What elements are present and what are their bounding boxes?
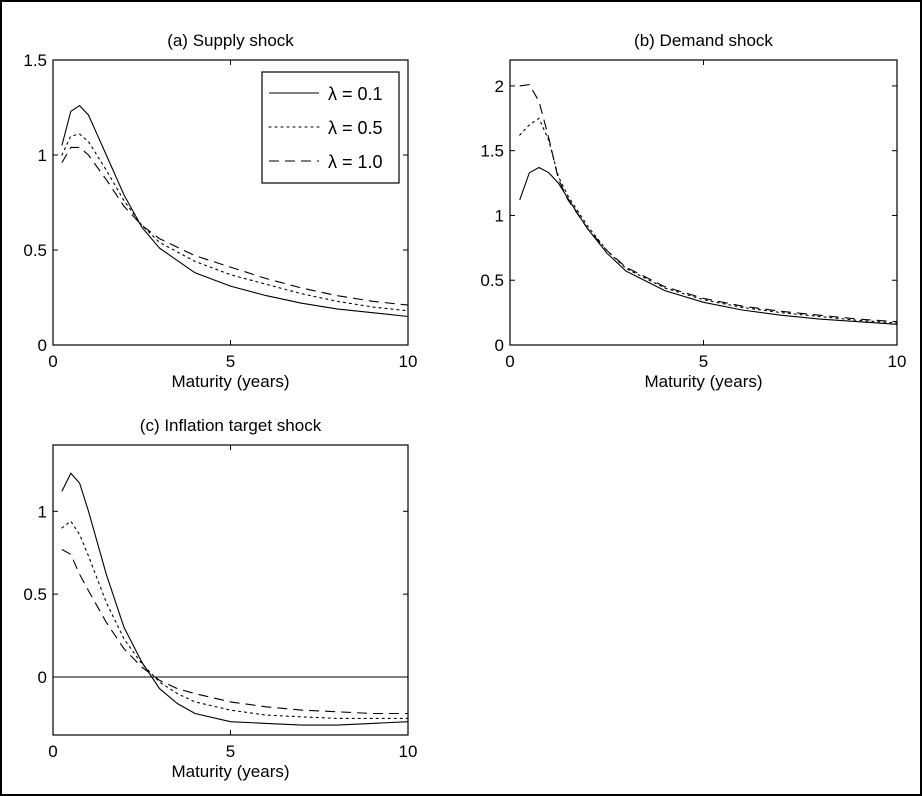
x-axis-label: Maturity (years) — [171, 762, 289, 781]
legend-label: λ = 1.0 — [328, 152, 383, 172]
legend-label: λ = 0.5 — [328, 118, 383, 138]
y-tick-label: 0.5 — [23, 585, 47, 604]
x-axis-label: Maturity (years) — [171, 372, 289, 391]
x-axis-label: Maturity (years) — [644, 372, 762, 391]
y-tick-label: 0.5 — [480, 271, 504, 290]
y-tick-label: 1 — [38, 502, 47, 521]
x-tick-label: 5 — [699, 352, 708, 371]
x-tick-label: 0 — [505, 352, 514, 371]
series-line-dotted — [61, 520, 409, 719]
chart-panel-1: (a) Supply shock 0 5 10 0 0.5 1 1.5 Maturity (ye… — [23, 31, 417, 391]
y-tick-label: 1.5 — [480, 142, 504, 161]
series-line-dashed — [61, 146, 409, 306]
chart-title: (b) Demand shock — [634, 31, 773, 50]
y-tick-label: 1 — [495, 206, 504, 225]
series-line-solid — [61, 472, 409, 726]
series-line-dotted — [519, 117, 898, 324]
chart-title: (c) Inflation target shock — [140, 416, 322, 435]
x-tick-label: 5 — [226, 742, 235, 761]
y-tick-label: 1 — [38, 146, 47, 165]
legend: λ = 0.1 λ = 0.5 λ = 1.0 — [261, 71, 400, 184]
legend-label: λ = 0.1 — [328, 84, 383, 104]
series-line-solid — [519, 166, 898, 325]
x-tick-label: 0 — [48, 352, 57, 371]
x-tick-label: 5 — [226, 352, 235, 371]
y-tick-label: 0 — [38, 336, 47, 355]
series-line-solid — [61, 104, 409, 318]
x-tick-label: 10 — [399, 352, 418, 371]
chart-title: (a) Supply shock — [167, 31, 294, 50]
series-line-dashed — [61, 548, 408, 715]
x-tick-label: 10 — [888, 352, 907, 371]
y-tick-label: 0.5 — [23, 241, 47, 260]
chart-panel-2: (b) Demand shock 0 5 10 0 0.5 1 1.5 2 Maturity (y… — [480, 31, 906, 391]
x-tick-label: 10 — [399, 742, 418, 761]
series-line-dashed — [519, 84, 898, 323]
plot-area-box — [52, 444, 409, 736]
x-tick-label: 0 — [48, 742, 57, 761]
y-tick-label: 0 — [38, 668, 47, 687]
y-tick-label: 0 — [495, 336, 504, 355]
y-tick-label: 1.5 — [23, 51, 47, 70]
y-tick-label: 2 — [495, 77, 504, 96]
legend-box — [261, 71, 400, 184]
chart-panel-3: (c) Inflation target shock 0 5 10 0 0.5 1 Matur… — [23, 416, 417, 781]
